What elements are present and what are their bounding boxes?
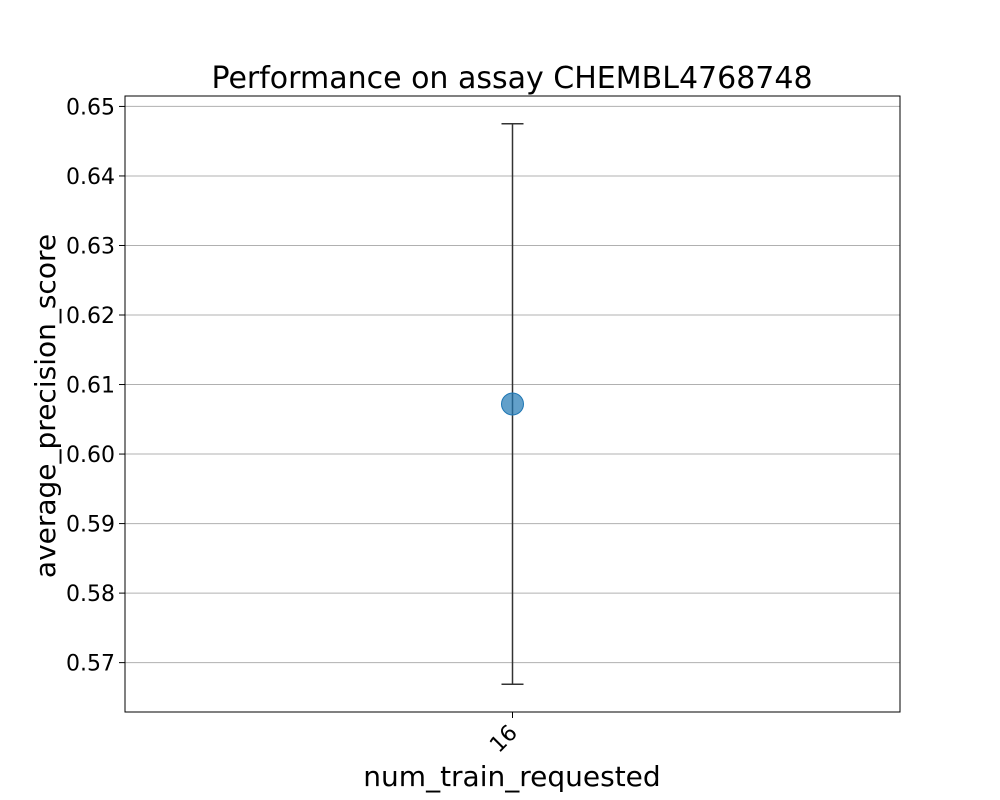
x-tick-label: 16 [485, 721, 522, 758]
x-axis: 16 [485, 712, 523, 758]
y-tick-label: 0.62 [66, 304, 115, 329]
data-point [501, 392, 524, 416]
chart-title: Performance on assay CHEMBL4768748 [211, 61, 812, 96]
y-axis-label: average_precision_score [29, 234, 62, 578]
y-tick-label: 0.63 [66, 234, 115, 259]
y-tick-label: 0.64 [66, 165, 115, 190]
x-axis-label: num_train_requested [363, 760, 660, 793]
y-tick-label: 0.58 [66, 582, 115, 607]
y-axis: 0.57 0.58 0.59 0.60 0.61 0.62 0.63 0.64 0.65 [66, 95, 125, 677]
y-tick-label: 0.65 [66, 95, 115, 120]
y-tick-label: 0.57 [66, 652, 115, 677]
y-tick-label: 0.59 [66, 513, 115, 538]
data-series [501, 123, 524, 685]
y-tick-label: 0.61 [66, 374, 115, 399]
y-tick-label: 0.60 [66, 443, 115, 468]
